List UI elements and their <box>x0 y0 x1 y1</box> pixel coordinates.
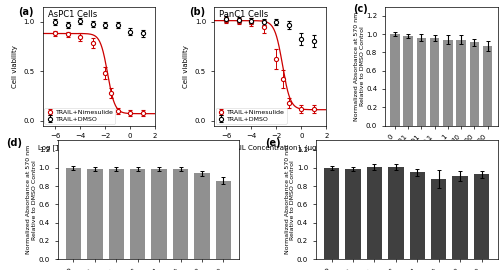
Bar <box>216 181 231 259</box>
Text: (b): (b) <box>189 7 205 17</box>
Bar <box>452 176 468 259</box>
Y-axis label: Normalized Absorbance at 570 nm
Relative to DMSO Control: Normalized Absorbance at 570 nm Relative… <box>354 12 364 121</box>
Bar <box>87 169 102 259</box>
Y-axis label: Cell viability: Cell viability <box>12 45 18 87</box>
Y-axis label: Cell viability: Cell viability <box>183 45 189 87</box>
X-axis label: Log [TRAIL Concentration], (μg/ml): Log [TRAIL Concentration], (μg/ml) <box>210 145 330 151</box>
Bar <box>173 169 188 259</box>
Bar <box>388 167 404 259</box>
Bar <box>456 40 466 126</box>
Text: (d): (d) <box>6 138 22 148</box>
Bar <box>390 34 400 126</box>
Bar <box>430 38 440 126</box>
Legend: TRAIL+Nimesulide, TRAIL+DMSO: TRAIL+Nimesulide, TRAIL+DMSO <box>44 108 116 124</box>
Text: AsPC1 Cells: AsPC1 Cells <box>48 10 98 19</box>
Y-axis label: Normalized Absorbance at 570 nm
Relative to DMSO Control: Normalized Absorbance at 570 nm Relative… <box>284 145 296 254</box>
Bar <box>410 172 425 259</box>
Bar <box>346 169 361 259</box>
Bar <box>431 179 446 259</box>
Bar <box>324 168 340 259</box>
Bar <box>66 168 81 259</box>
Bar <box>404 36 413 126</box>
Bar <box>443 40 452 126</box>
Bar <box>483 46 492 126</box>
X-axis label: Log [TRAIL Concentration], (μg/ml): Log [TRAIL Concentration], (μg/ml) <box>38 145 160 151</box>
Bar <box>152 169 167 259</box>
Bar <box>130 169 146 259</box>
Bar <box>474 174 489 259</box>
Bar <box>416 38 426 126</box>
Bar <box>108 169 124 259</box>
Bar <box>470 42 479 126</box>
X-axis label: Nimesulide Concentration (μM): Nimesulide Concentration (μM) <box>386 157 496 164</box>
Bar <box>367 167 382 259</box>
Text: (a): (a) <box>18 7 33 17</box>
Text: (c): (c) <box>354 4 368 14</box>
Y-axis label: Normalized Absorbance at 570 nm
Relative to DMSO Control: Normalized Absorbance at 570 nm Relative… <box>26 145 37 254</box>
Text: (e): (e) <box>265 138 280 148</box>
Text: PanC1 Cells: PanC1 Cells <box>220 10 268 19</box>
Legend: TRAIL+Nimesulide, TRAIL+DMSO: TRAIL+Nimesulide, TRAIL+DMSO <box>216 108 286 124</box>
Bar <box>194 173 210 259</box>
